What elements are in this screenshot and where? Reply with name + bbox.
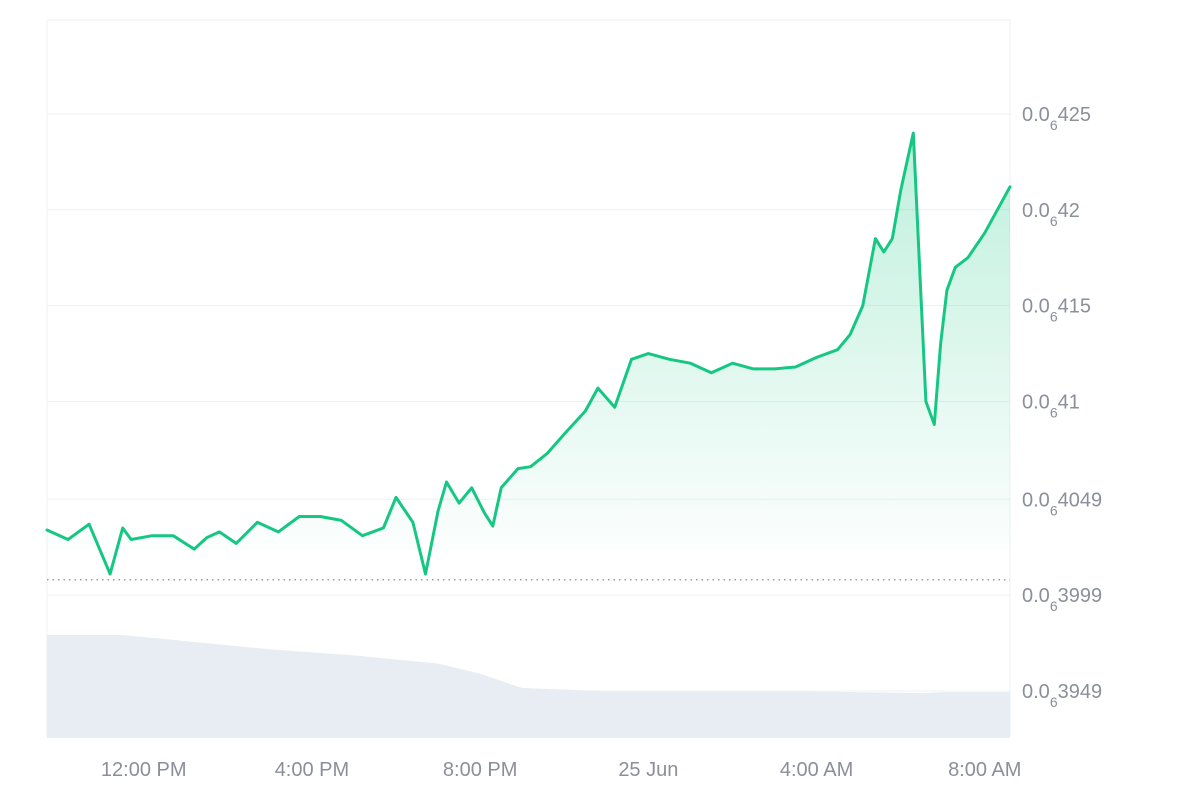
x-axis-ticks: 12:00 PM 4:00 PM 8:00 PM 25 Jun 4:00 AM 8:00 … (101, 759, 1022, 781)
y-tick-label: 0.0641 (1022, 392, 1080, 421)
x-tick-label: 4:00 PM (275, 759, 349, 781)
x-tick-label: 4:00 AM (780, 759, 853, 781)
x-tick-label: 8:00 PM (443, 759, 517, 781)
y-tick-label: 0.063949 (1022, 681, 1102, 710)
y-tick-label: 0.0642 (1022, 200, 1080, 229)
line-layer (45, 131, 1012, 581)
price-area-fill (47, 133, 1010, 574)
volume-area (47, 635, 1010, 737)
y-tick-label: 0.06425 (1022, 104, 1091, 133)
y-tick-label: 0.06415 (1022, 296, 1091, 325)
y-axis-ticks: 0.06425 0.0642 0.06415 0.0641 0.064049 0.0639… (1022, 104, 1102, 710)
x-tick-label: 12:00 PM (101, 759, 187, 781)
x-tick-label: 8:00 AM (948, 759, 1021, 781)
area-layer (47, 133, 1010, 574)
y-tick-label: 0.063999 (1022, 585, 1102, 614)
y-tick-label: 0.064049 (1022, 489, 1102, 518)
x-tick-label: 25 Jun (618, 759, 678, 781)
price-line (45, 131, 1012, 576)
volume-layer (47, 635, 1010, 737)
